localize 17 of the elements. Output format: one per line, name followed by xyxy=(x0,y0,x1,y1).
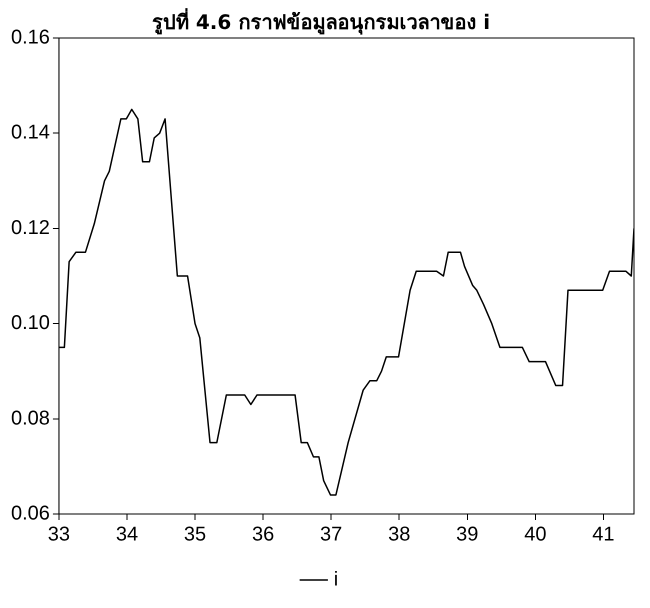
x-tick-label: 41 xyxy=(592,524,614,546)
x-tick-label: 36 xyxy=(252,524,274,546)
y-tick-label: 0.14 xyxy=(10,122,50,144)
y-tick-label: 0.10 xyxy=(10,312,50,334)
x-tick-label: 34 xyxy=(116,524,138,546)
x-tick-label: 39 xyxy=(456,524,478,546)
y-tick-label: 0.16 xyxy=(10,26,50,49)
legend-label: i xyxy=(334,568,338,591)
x-tick-label: 40 xyxy=(524,524,546,546)
y-tick-label: 0.12 xyxy=(10,216,50,239)
y-tick-label: 0.08 xyxy=(10,407,50,430)
x-tick-label: 37 xyxy=(320,524,342,546)
chart-title: รูปที่ 4.6 กราฟข้อมูลอนุกรมเวลาของ i xyxy=(152,7,490,36)
y-tick-label: 0.06 xyxy=(10,502,50,525)
x-tick-label: 38 xyxy=(388,524,410,546)
x-tick-label: 35 xyxy=(184,524,206,546)
x-tick-label: 33 xyxy=(48,524,70,546)
